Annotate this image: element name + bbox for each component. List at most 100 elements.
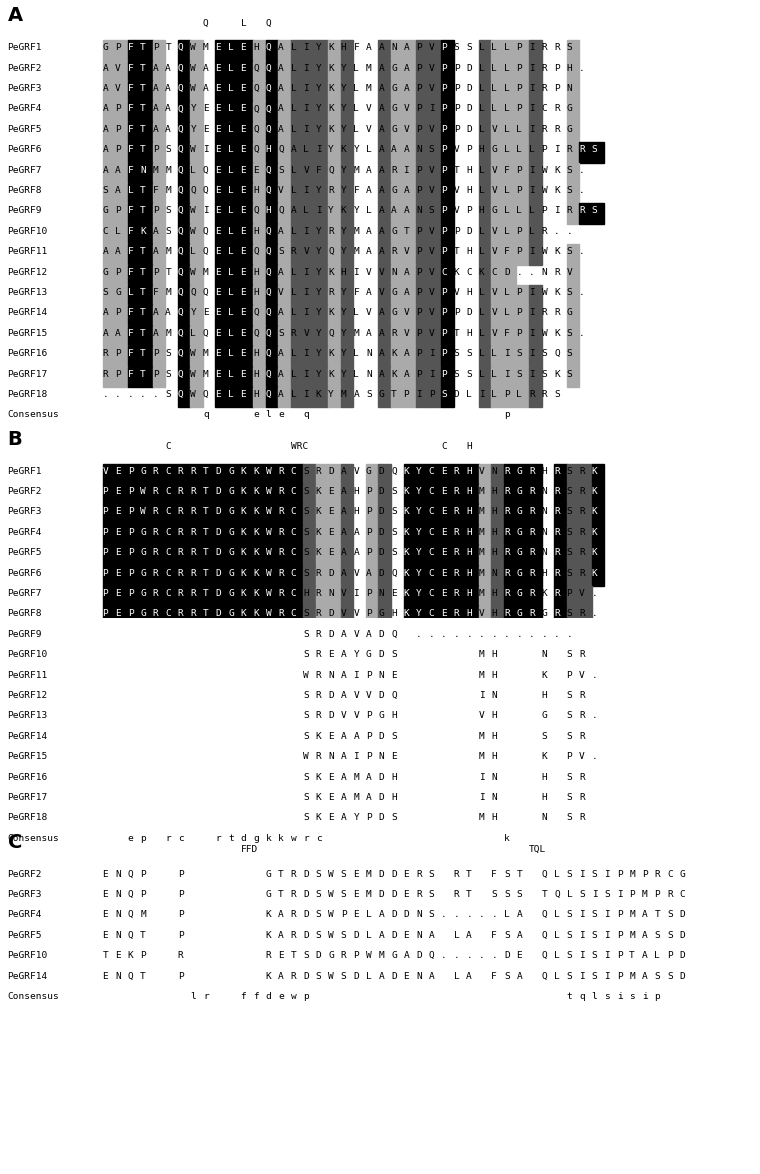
Bar [216,810,228,831]
Text: C: C [429,691,435,700]
Text: PeGRF18: PeGRF18 [8,390,48,399]
Text: G: G [140,670,146,680]
Bar [328,668,341,688]
Bar [429,927,441,949]
Text: N: N [441,890,447,899]
Text: A: A [340,753,347,761]
Bar [404,949,416,969]
Bar [404,969,416,989]
Text: A: A [378,972,385,980]
Bar [679,888,692,908]
Text: E: E [216,63,221,73]
Text: F: F [128,349,134,358]
Bar [492,927,504,949]
Text: R: R [579,548,585,558]
Text: S: S [391,548,397,558]
Text: A: A [116,248,121,256]
Bar [479,366,491,387]
Bar [128,810,140,831]
Bar [203,525,216,545]
Text: R: R [667,890,673,899]
Bar [253,203,266,224]
Bar [504,285,517,305]
Bar [190,484,203,505]
Text: V: V [454,207,460,216]
Text: D: D [328,609,334,619]
Text: Q: Q [178,146,184,154]
Bar [140,203,153,224]
Text: P: P [441,248,447,256]
Text: R: R [153,609,159,619]
Text: K: K [253,629,259,639]
Bar [340,325,353,346]
Text: Q: Q [253,207,259,216]
Text: L: L [290,185,296,195]
Text: P: P [516,166,522,175]
Text: E: E [404,931,410,940]
Bar [592,688,604,708]
Bar [492,729,504,749]
Text: R: R [454,589,460,598]
Text: i: i [641,992,648,1001]
Text: A: A [340,487,347,497]
Bar [216,305,228,325]
Bar [404,346,416,366]
Text: G: G [516,466,522,475]
Bar [441,668,454,688]
Text: Q: Q [178,390,184,399]
Text: H: H [391,609,397,619]
Text: P: P [128,609,134,619]
Text: P: P [128,753,134,761]
Text: A: A [429,931,435,940]
Text: Q: Q [203,288,209,297]
Text: K: K [404,753,410,761]
Text: W: W [190,85,196,93]
Bar [404,927,416,949]
Text: Q: Q [541,870,547,878]
Text: P: P [103,629,109,639]
Bar [303,908,316,927]
Text: P: P [153,43,159,53]
Text: E: E [441,711,447,721]
Bar [253,729,266,749]
Bar [328,790,341,810]
Bar [416,708,429,729]
Bar [253,387,266,407]
Bar [103,366,116,387]
Bar [116,525,128,545]
Text: A: A [340,568,347,578]
Text: W: W [190,146,196,154]
Text: R: R [153,814,159,823]
Bar [391,888,404,908]
Bar [316,285,328,305]
Text: A: A [404,370,410,379]
Bar [567,305,579,325]
Text: G: G [228,589,234,598]
Text: E: E [441,507,447,517]
Bar [454,866,466,888]
Text: W: W [366,951,372,960]
Bar [190,606,203,627]
Bar [303,749,316,769]
Text: R: R [579,691,585,700]
Text: S: S [303,951,309,960]
Bar [529,346,541,366]
Text: A: A [278,931,284,940]
Bar [328,627,341,647]
Text: A: A [103,124,109,134]
Bar [492,888,504,908]
Bar [404,525,416,545]
Text: R: R [529,691,535,700]
Bar [116,866,128,888]
Text: L: L [479,309,485,317]
Text: R: R [529,507,535,517]
Text: C: C [429,568,435,578]
Bar [116,484,128,505]
Text: R: R [328,288,334,297]
Text: K: K [592,507,597,517]
Text: L: L [479,85,485,93]
Text: M: M [366,63,372,73]
Text: G: G [228,814,234,823]
Text: Y: Y [353,650,359,660]
Text: R: R [153,772,159,782]
